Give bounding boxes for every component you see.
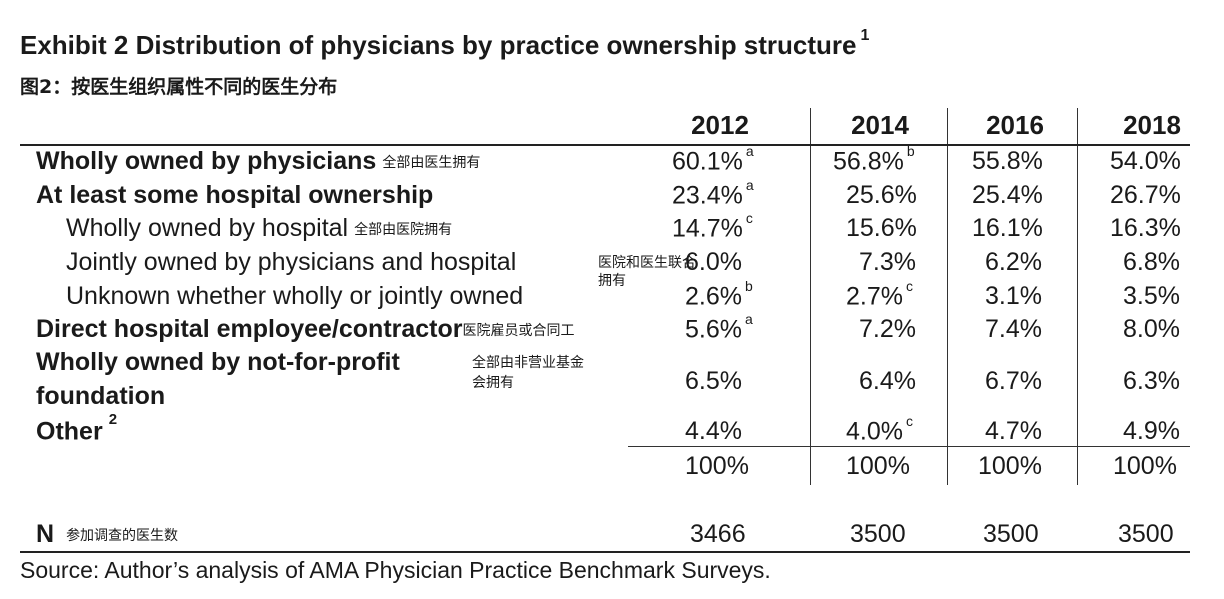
table-cell: 7.4%: [985, 315, 1042, 343]
table-cell: 3.1%: [985, 282, 1042, 310]
n-cell: 3500: [850, 520, 906, 548]
table-cell: 5.6% a: [685, 311, 753, 344]
total-cell: 100%: [846, 452, 910, 480]
table-cell: 2.7% c: [846, 278, 913, 311]
table-cell: 14.7% c: [672, 210, 753, 243]
total-cell: 100%: [978, 452, 1042, 480]
source-note: Source: Author’s analysis of AMA Physici…: [20, 557, 771, 583]
n-cell: 3500: [1118, 520, 1174, 548]
column-divider: [810, 108, 811, 485]
table-cell: 56.8% b: [833, 143, 915, 176]
chinese-note: 全部由医生拥有: [382, 155, 481, 171]
table-cell: 4.4%: [685, 417, 742, 445]
table-cell: 16.3%: [1110, 214, 1181, 242]
table-cell: 6.5%: [685, 367, 742, 395]
row-label-other: Other 2: [36, 411, 118, 446]
table-cell: 25.4%: [972, 181, 1043, 209]
chinese-note: 医院和医生联合拥有: [598, 255, 696, 289]
row-label-not-for-profit-line1: Wholly owned by not-for-profit: [36, 348, 400, 376]
row-label-direct-employee: Direct hospital employee/contractor医院雇员或…: [36, 315, 575, 343]
table-cell: 55.8%: [972, 147, 1043, 175]
table-cell: 6.8%: [1123, 248, 1180, 276]
table-cell: 8.0%: [1123, 315, 1180, 343]
chinese-note: 全部由医院拥有: [354, 222, 453, 238]
chinese-note: 会拥有: [472, 375, 514, 391]
table-cell: 6.2%: [985, 248, 1042, 276]
row-label-wholly-owned-physicians: Wholly owned by physicians 全部由医生拥有: [36, 147, 481, 175]
table-cell: 4.0% c: [846, 413, 913, 446]
header-2014: 2014: [851, 110, 909, 140]
row-label-not-for-profit-line2: foundation: [36, 382, 166, 410]
column-divider: [1077, 108, 1078, 485]
table-cell: 3.5%: [1123, 282, 1180, 310]
table-cell: 6.0%: [685, 248, 742, 276]
n-cell: 3500: [983, 520, 1039, 548]
row-label-n: N 参加调查的医生数: [36, 520, 179, 548]
total-cell: 100%: [1113, 452, 1177, 480]
table-cell: 7.3%: [859, 248, 916, 276]
chinese-note: 医院雇员或合同工: [462, 323, 575, 339]
exhibit-title: Exhibit 2 Distribution of physicians by …: [20, 27, 870, 60]
chinese-note: 全部由非营业基金: [472, 355, 584, 371]
table-cell: 15.6%: [846, 214, 917, 242]
n-cell: 3466: [690, 520, 746, 548]
total-rule: [628, 446, 1190, 447]
total-cell: 100%: [685, 452, 749, 480]
table-cell: 4.9%: [1123, 417, 1180, 445]
table-cell: 54.0%: [1110, 147, 1181, 175]
table-cell: 7.2%: [859, 315, 916, 343]
chinese-subtitle: 图2：按医生组织属性不同的医生分布: [20, 76, 338, 98]
table-cell: 6.4%: [859, 367, 916, 395]
table-cell: 2.6% b: [685, 278, 753, 311]
row-label-some-hospital-ownership: At least some hospital ownership: [36, 181, 434, 209]
table-cell: 23.4% a: [672, 177, 754, 210]
header-2012: 2012: [691, 110, 749, 140]
row-label-jointly-owned: Jointly owned by physicians and hospital: [66, 248, 517, 276]
row-label-unknown-ownership: Unknown whether wholly or jointly owned: [66, 282, 524, 310]
chinese-note: 参加调查的医生数: [66, 528, 179, 544]
table-cell: 60.1% a: [672, 143, 754, 176]
table-cell: 16.1%: [972, 214, 1043, 242]
header-2018: 2018: [1123, 110, 1181, 140]
header-rule: [20, 144, 1190, 146]
header-2016: 2016: [986, 110, 1044, 140]
table-cell: 6.3%: [1123, 367, 1180, 395]
table-cell: 26.7%: [1110, 181, 1181, 209]
table-cell: 25.6%: [846, 181, 917, 209]
bottom-rule: [20, 551, 1190, 553]
row-label-wholly-owned-hospital: Wholly owned by hospital 全部由医院拥有: [66, 214, 453, 242]
column-divider: [947, 108, 948, 485]
table-cell: 4.7%: [985, 417, 1042, 445]
table-cell: 6.7%: [985, 367, 1042, 395]
